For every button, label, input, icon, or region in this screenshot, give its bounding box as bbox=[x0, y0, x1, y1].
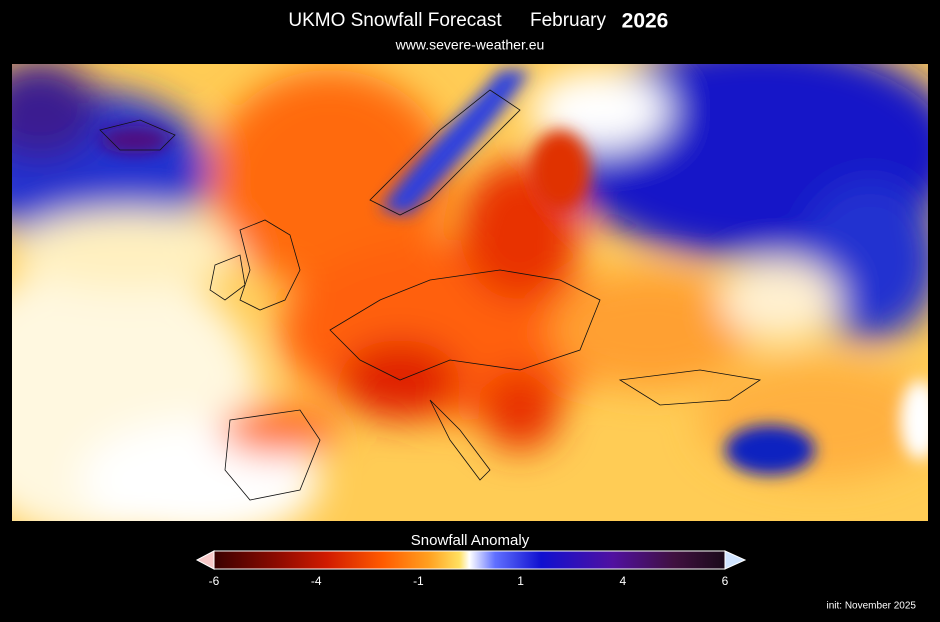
colorbar-tick-label: -4 bbox=[311, 574, 322, 588]
title: UKMO Snowfall Forecast bbox=[288, 10, 502, 31]
colorbar-tick-label: -6 bbox=[209, 574, 220, 588]
subtitle: www.severe-weather.eu bbox=[395, 37, 545, 53]
month: February bbox=[530, 10, 607, 31]
year: 2026 bbox=[622, 10, 669, 33]
colorbar-ticks: -6 -4 -1 1 4 6 bbox=[209, 574, 729, 588]
colorbar-arrow-high bbox=[724, 550, 747, 570]
colorbar-tick-label: 4 bbox=[619, 574, 626, 588]
colorbar-arrow-low bbox=[195, 550, 215, 570]
init-label: init: November 2025 bbox=[827, 601, 917, 612]
colorbar-tick-label: 1 bbox=[517, 574, 524, 588]
colorbar-title: Snowfall Anomaly bbox=[411, 532, 530, 549]
coastlines bbox=[99, 89, 762, 501]
colorbar-tick-label: -1 bbox=[413, 574, 424, 588]
colorbar bbox=[213, 550, 726, 570]
anomaly-map bbox=[12, 64, 928, 521]
colorbar-tick-label: 6 bbox=[722, 574, 729, 588]
